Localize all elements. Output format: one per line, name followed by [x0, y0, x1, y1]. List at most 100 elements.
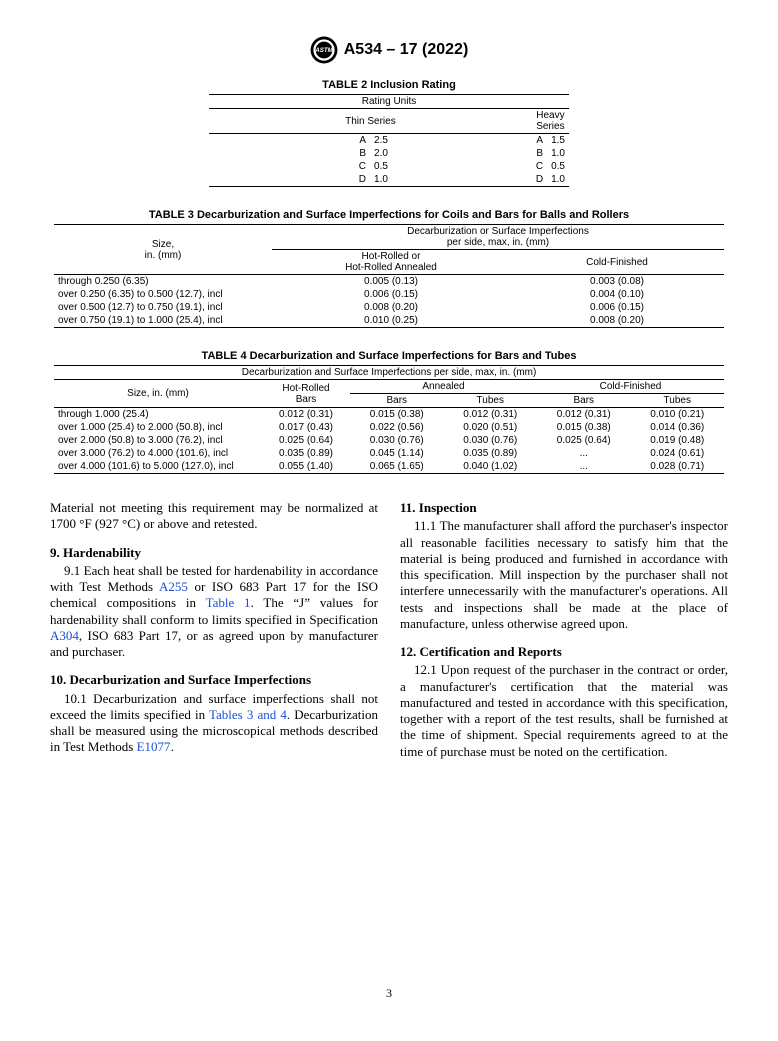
- section-10-title: 10. Decarburization and Surface Imperfec…: [50, 672, 378, 688]
- t4-cell: 0.012 (0.31): [262, 408, 350, 422]
- t4-cell: 0.045 (1.14): [350, 447, 444, 460]
- t4-cell: over 3.000 (76.2) to 4.000 (101.6), incl: [54, 447, 262, 460]
- t4-cell: 0.030 (0.76): [350, 434, 444, 447]
- t4-cell: 0.030 (0.76): [444, 434, 538, 447]
- table2-title: TABLE 2 Inclusion Rating: [50, 79, 728, 91]
- t4-cell: 0.065 (1.65): [350, 460, 444, 474]
- t3-cell: over 0.500 (12.7) to 0.750 (19.1), incl: [54, 301, 272, 314]
- section-9-1: 9.1 Each heat shall be tested for harden…: [50, 563, 378, 661]
- t4-sub: Bars: [537, 394, 631, 408]
- t3-cell: 0.008 (0.20): [510, 314, 724, 328]
- section-12-1: 12.1 Upon request of the purchaser in th…: [400, 662, 728, 760]
- t3-cell: 0.006 (0.15): [272, 288, 510, 301]
- t3-cell: 0.008 (0.20): [272, 301, 510, 314]
- table2-heavy-label: Heavy Series: [532, 109, 569, 134]
- t2-cell: 0.5: [370, 160, 532, 173]
- table4-title: TABLE 4 Decarburization and Surface Impe…: [50, 350, 728, 362]
- t4-sub: Tubes: [631, 394, 725, 408]
- t4-cell: 0.017 (0.43): [262, 421, 350, 434]
- link-table1[interactable]: Table 1: [206, 595, 251, 610]
- table2: Rating Units Thin Series Heavy Series A2…: [209, 94, 569, 187]
- t4-cell: 0.019 (0.48): [631, 434, 725, 447]
- t4-cell: over 2.000 (50.8) to 3.000 (76.2), incl: [54, 434, 262, 447]
- t4-cell: 0.010 (0.21): [631, 408, 725, 422]
- t2-cell: 1.0: [547, 147, 569, 160]
- t4-cell: over 4.000 (101.6) to 5.000 (127.0), inc…: [54, 460, 262, 474]
- astm-logo-icon: ASTM: [310, 36, 338, 64]
- t2-cell: 2.0: [370, 147, 532, 160]
- t2-cell: B: [209, 147, 370, 160]
- page-number: 3: [0, 986, 778, 1001]
- t3-cell: 0.010 (0.25): [272, 314, 510, 328]
- t4-cell: 0.035 (0.89): [262, 447, 350, 460]
- t4-cf-head: Cold-Finished: [537, 380, 724, 394]
- section-9-title: 9. Hardenability: [50, 545, 378, 561]
- t2-cell: A: [532, 134, 547, 148]
- table2-subhead: Rating Units: [209, 95, 569, 109]
- t3-cell: 0.003 (0.08): [510, 275, 724, 289]
- section-12-title: 12. Certification and Reports: [400, 644, 728, 660]
- t2-cell: B: [532, 147, 547, 160]
- t4-cell: 0.012 (0.31): [444, 408, 538, 422]
- t4-size-head: Size, in. (mm): [54, 380, 262, 408]
- t4-cell: 0.025 (0.64): [537, 434, 631, 447]
- page: ASTM A534 – 17 (2022) TABLE 2 Inclusion …: [0, 0, 778, 1041]
- t2-cell: 0.5: [547, 160, 569, 173]
- t2-cell: 1.0: [547, 173, 569, 187]
- t4-cell: over 1.000 (25.4) to 2.000 (50.8), incl: [54, 421, 262, 434]
- t4-cell: 0.055 (1.40): [262, 460, 350, 474]
- t4-cell: ...: [537, 447, 631, 460]
- section-11-title: 11. Inspection: [400, 500, 728, 516]
- t4-cell: 0.035 (0.89): [444, 447, 538, 460]
- t4-cell: 0.028 (0.71): [631, 460, 725, 474]
- t4-cell: 0.012 (0.31): [537, 408, 631, 422]
- t2-cell: 2.5: [370, 134, 532, 148]
- t2-cell: 1.0: [370, 173, 532, 187]
- link-e1077[interactable]: E1077: [137, 739, 171, 754]
- t2-cell: D: [209, 173, 370, 187]
- t4-group-head: Decarburization and Surface Imperfection…: [54, 366, 724, 380]
- table3: Size, in. (mm) Decarburization or Surfac…: [54, 224, 724, 328]
- t3-hr-head: Hot-Rolled or Hot-Rolled Annealed: [272, 250, 510, 275]
- t4-cell: through 1.000 (25.4): [54, 408, 262, 422]
- t4-sub: Tubes: [444, 394, 538, 408]
- t2-cell: A: [209, 134, 370, 148]
- body-columns: Material not meeting this requirement ma…: [50, 500, 728, 760]
- t3-cell: through 0.250 (6.35): [54, 275, 272, 289]
- section-10-1: 10.1 Decarburization and surface imperfe…: [50, 691, 378, 756]
- t3-cell: 0.004 (0.10): [510, 288, 724, 301]
- t4-cell: 0.025 (0.64): [262, 434, 350, 447]
- t4-cell: 0.040 (1.02): [444, 460, 538, 474]
- link-tables-3-4[interactable]: Tables 3 and 4: [209, 707, 287, 722]
- t4-hr-head: Hot-Rolled Bars: [262, 380, 350, 408]
- t3-size-head: Size, in. (mm): [54, 225, 272, 275]
- right-column: 11. Inspection 11.1 The manufacturer sha…: [400, 500, 728, 760]
- t3-cell: over 0.250 (6.35) to 0.500 (12.7), incl: [54, 288, 272, 301]
- link-a304[interactable]: A304: [50, 628, 79, 643]
- t3-cell: 0.006 (0.15): [510, 301, 724, 314]
- t2-cell: D: [532, 173, 547, 187]
- t4-sub: Bars: [350, 394, 444, 408]
- t4-cell: 0.015 (0.38): [350, 408, 444, 422]
- designation: A534 – 17 (2022): [344, 41, 469, 59]
- table4: Decarburization and Surface Imperfection…: [54, 365, 724, 474]
- t3-group-head: Decarburization or Surface Imperfections…: [272, 225, 724, 250]
- page-header: ASTM A534 – 17 (2022): [50, 36, 728, 69]
- t4-cell: ...: [537, 460, 631, 474]
- link-a255[interactable]: A255: [159, 579, 188, 594]
- t2-cell: C: [532, 160, 547, 173]
- t4-cell: 0.022 (0.56): [350, 421, 444, 434]
- t3-cell: over 0.750 (19.1) to 1.000 (25.4), incl: [54, 314, 272, 328]
- t4-cell: 0.014 (0.36): [631, 421, 725, 434]
- t4-cell: 0.020 (0.51): [444, 421, 538, 434]
- t4-an-head: Annealed: [350, 380, 537, 394]
- t2-cell: 1.5: [547, 134, 569, 148]
- section-11-1: 11.1 The manufacturer shall afford the p…: [400, 518, 728, 632]
- svg-text:ASTM: ASTM: [314, 47, 333, 54]
- t3-cell: 0.005 (0.13): [272, 275, 510, 289]
- lead-paragraph: Material not meeting this requirement ma…: [50, 500, 378, 533]
- left-column: Material not meeting this requirement ma…: [50, 500, 378, 760]
- t2-cell: C: [209, 160, 370, 173]
- t4-cell: 0.015 (0.38): [537, 421, 631, 434]
- t4-cell: 0.024 (0.61): [631, 447, 725, 460]
